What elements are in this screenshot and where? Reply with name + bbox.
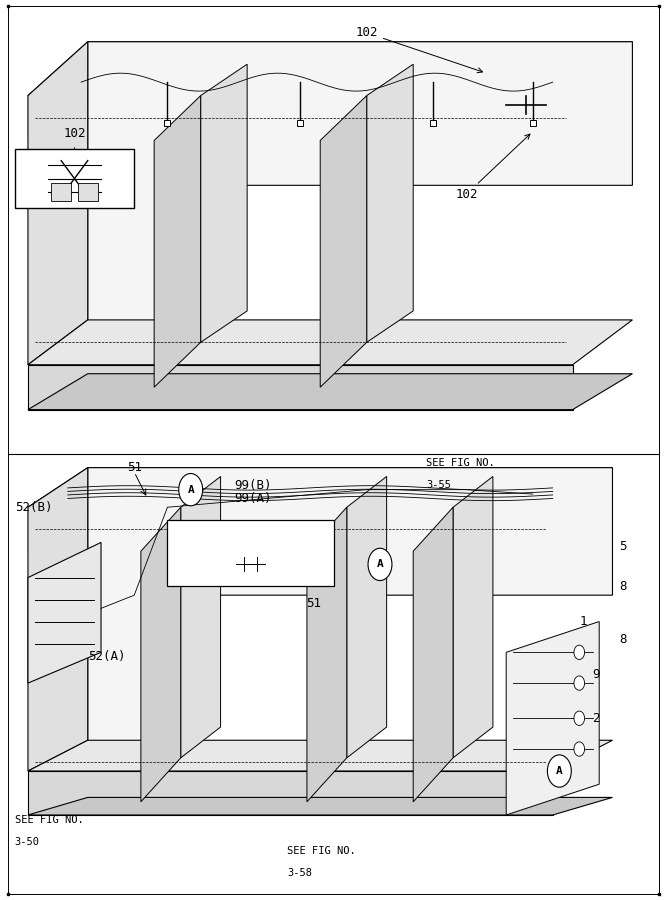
Polygon shape bbox=[28, 771, 553, 815]
Polygon shape bbox=[141, 508, 181, 802]
Polygon shape bbox=[414, 508, 453, 802]
Polygon shape bbox=[88, 468, 612, 797]
Polygon shape bbox=[88, 41, 632, 374]
FancyBboxPatch shape bbox=[167, 520, 334, 587]
Polygon shape bbox=[181, 476, 221, 758]
Circle shape bbox=[574, 742, 584, 756]
Polygon shape bbox=[28, 41, 632, 95]
Polygon shape bbox=[28, 543, 101, 683]
Bar bbox=[51, 183, 71, 201]
Text: 5: 5 bbox=[619, 540, 626, 554]
Polygon shape bbox=[347, 476, 387, 758]
Polygon shape bbox=[28, 741, 612, 771]
Circle shape bbox=[179, 473, 203, 506]
Bar bbox=[78, 183, 97, 201]
Text: SEE FIG NO.: SEE FIG NO. bbox=[287, 846, 356, 856]
Circle shape bbox=[574, 676, 584, 690]
Polygon shape bbox=[154, 95, 201, 387]
Text: 8: 8 bbox=[619, 580, 626, 593]
Text: 8: 8 bbox=[619, 633, 626, 645]
Circle shape bbox=[574, 711, 584, 725]
Polygon shape bbox=[201, 64, 247, 342]
Text: 99(B): 99(B) bbox=[234, 479, 271, 491]
Text: 52(A): 52(A) bbox=[88, 650, 125, 663]
Polygon shape bbox=[28, 374, 632, 410]
Text: 102: 102 bbox=[356, 26, 483, 73]
Circle shape bbox=[548, 755, 572, 788]
FancyBboxPatch shape bbox=[15, 149, 134, 208]
Text: A: A bbox=[377, 560, 384, 570]
Text: SEE FIG NO.: SEE FIG NO. bbox=[15, 815, 83, 825]
Polygon shape bbox=[28, 508, 553, 551]
Text: 9: 9 bbox=[592, 668, 600, 680]
Text: 1: 1 bbox=[579, 615, 587, 628]
Text: 99(A): 99(A) bbox=[234, 492, 271, 505]
Text: A: A bbox=[556, 766, 563, 776]
Text: 102: 102 bbox=[455, 134, 530, 201]
Text: 3-50: 3-50 bbox=[15, 837, 39, 847]
Text: A: A bbox=[187, 485, 194, 495]
Text: 51: 51 bbox=[306, 598, 321, 610]
Text: 2: 2 bbox=[592, 712, 600, 724]
Text: 102: 102 bbox=[63, 128, 85, 140]
Text: 3-55: 3-55 bbox=[426, 480, 452, 490]
Text: 3-58: 3-58 bbox=[287, 868, 312, 878]
Text: SEE FIG NO.: SEE FIG NO. bbox=[426, 458, 495, 468]
Text: 51: 51 bbox=[127, 461, 141, 474]
Text: SEE FIG NO.
3-50: SEE FIG NO. 3-50 bbox=[216, 532, 285, 554]
Polygon shape bbox=[28, 41, 88, 364]
Polygon shape bbox=[506, 622, 599, 815]
Text: 52(B): 52(B) bbox=[15, 500, 52, 514]
Polygon shape bbox=[28, 95, 573, 140]
Polygon shape bbox=[28, 320, 632, 365]
Polygon shape bbox=[28, 468, 88, 771]
Polygon shape bbox=[453, 476, 493, 758]
Polygon shape bbox=[367, 64, 414, 342]
Polygon shape bbox=[28, 364, 573, 410]
Polygon shape bbox=[28, 468, 612, 508]
Circle shape bbox=[368, 548, 392, 580]
Polygon shape bbox=[28, 797, 612, 815]
Circle shape bbox=[574, 645, 584, 660]
Polygon shape bbox=[320, 95, 367, 387]
Polygon shape bbox=[307, 508, 347, 802]
